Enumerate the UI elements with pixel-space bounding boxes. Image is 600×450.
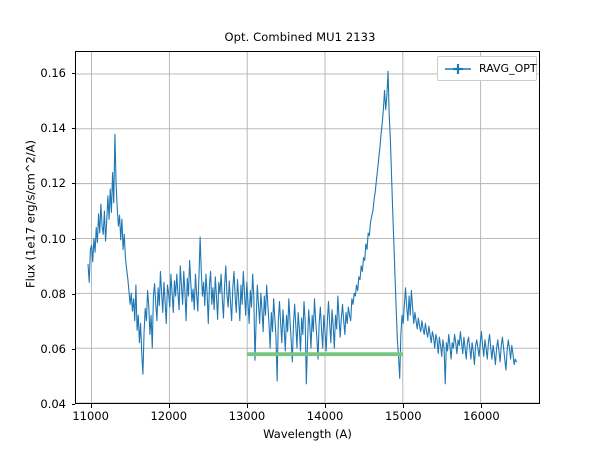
plot-area <box>75 51 540 404</box>
x-axis-label: Wavelength (A) <box>263 427 352 441</box>
x-tick-label: 12000 <box>150 409 188 423</box>
y-tick-label: 0.14 <box>40 121 66 136</box>
legend[interactable]: RAVG_OPT <box>437 56 537 81</box>
annotation-layer <box>247 352 403 357</box>
y-tick-mark <box>71 293 75 295</box>
x-tick-label: 16000 <box>463 409 500 423</box>
y-tick-label: 0.08 <box>40 286 66 301</box>
y-tick-mark <box>71 73 75 75</box>
data-series-layer <box>87 70 517 385</box>
x-tick-mark <box>403 404 405 408</box>
x-tick-mark <box>246 404 248 408</box>
chart-title: Opt. Combined MU1 2133 <box>224 30 376 44</box>
x-tick-mark <box>325 404 327 408</box>
grid-layer <box>76 52 539 403</box>
y-tick-label: 0.12 <box>40 176 66 191</box>
y-tick-mark <box>71 183 75 185</box>
y-axis-label: Flux (1e17 erg/s/cm^2/A) <box>23 139 38 289</box>
y-tick-label: 0.04 <box>40 397 66 411</box>
y-tick-mark <box>71 128 75 130</box>
x-tick-mark <box>168 404 170 408</box>
y-tick-label: 0.16 <box>40 66 66 81</box>
legend-label: RAVG_OPT <box>479 62 537 75</box>
x-tick-mark <box>90 404 92 408</box>
x-tick-label: 14000 <box>306 409 344 423</box>
legend-line-marker-icon <box>445 63 471 74</box>
y-tick-label: 0.10 <box>40 231 66 246</box>
y-tick-label: 0.06 <box>40 341 66 356</box>
x-tick-label: 15000 <box>384 409 422 423</box>
x-tick-label: 11000 <box>72 409 109 423</box>
y-tick-mark <box>71 348 75 350</box>
y-tick-mark <box>71 238 75 240</box>
x-tick-mark <box>481 404 483 408</box>
y-tick-mark <box>71 404 75 405</box>
x-tick-label: 13000 <box>228 409 266 423</box>
